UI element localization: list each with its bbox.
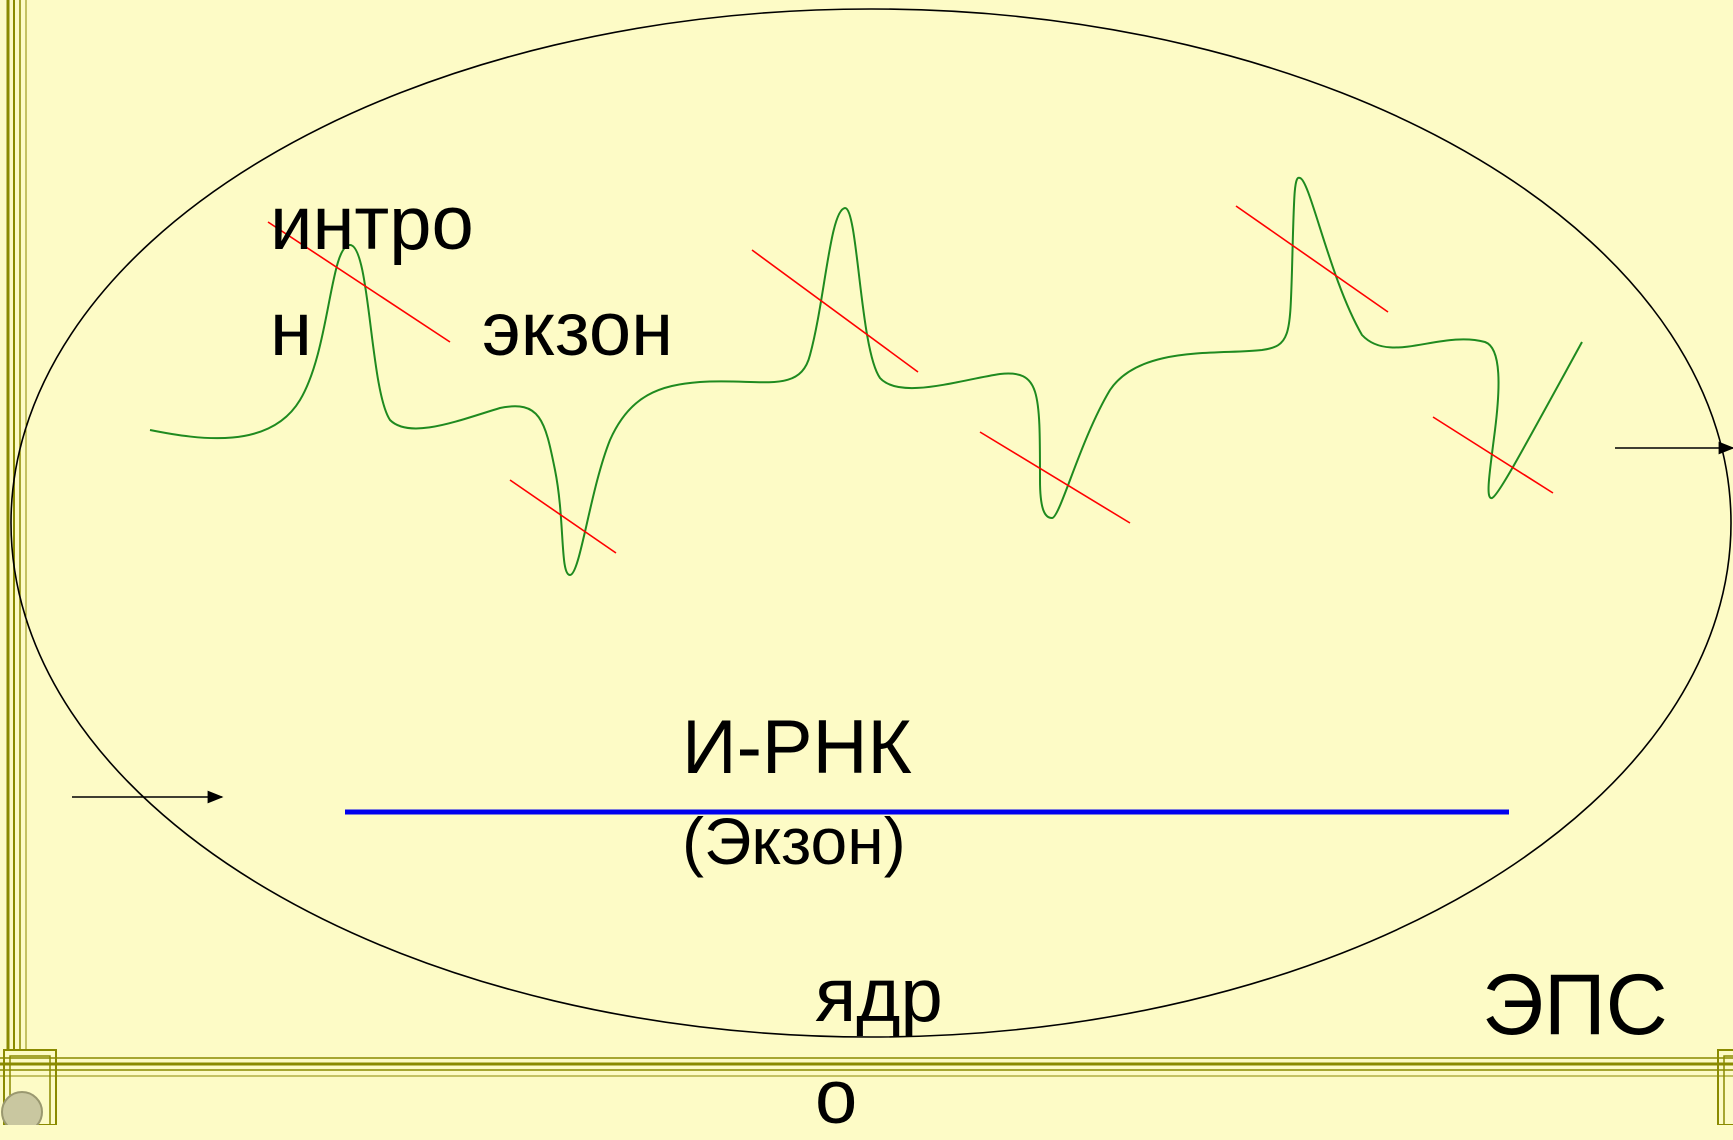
- cut-mark: [979, 431, 1131, 524]
- slide-nav-button[interactable]: [1, 1091, 43, 1125]
- intron-label-line1: интро: [270, 181, 474, 266]
- nucleus-outline: [10, 8, 1732, 1038]
- intron-label-line2: н: [270, 287, 312, 372]
- mrna-label: И-РНК: [682, 705, 912, 790]
- nucleus-label-line2: о: [815, 1055, 858, 1140]
- mrna-sub-label: (Экзон): [682, 804, 906, 878]
- splice-cut-marks: [267, 205, 1554, 554]
- nucleus-label-line1: ядр: [815, 953, 943, 1038]
- cut-mark: [267, 221, 451, 343]
- cut-mark: [1432, 416, 1554, 494]
- er-label: ЭПС: [1482, 957, 1668, 1053]
- cut-mark: [751, 249, 919, 373]
- cut-mark: [1235, 205, 1389, 313]
- pre-mrna-strand: [149, 176, 1583, 577]
- cut-mark: [509, 479, 617, 554]
- exon-label: экзон: [482, 287, 674, 372]
